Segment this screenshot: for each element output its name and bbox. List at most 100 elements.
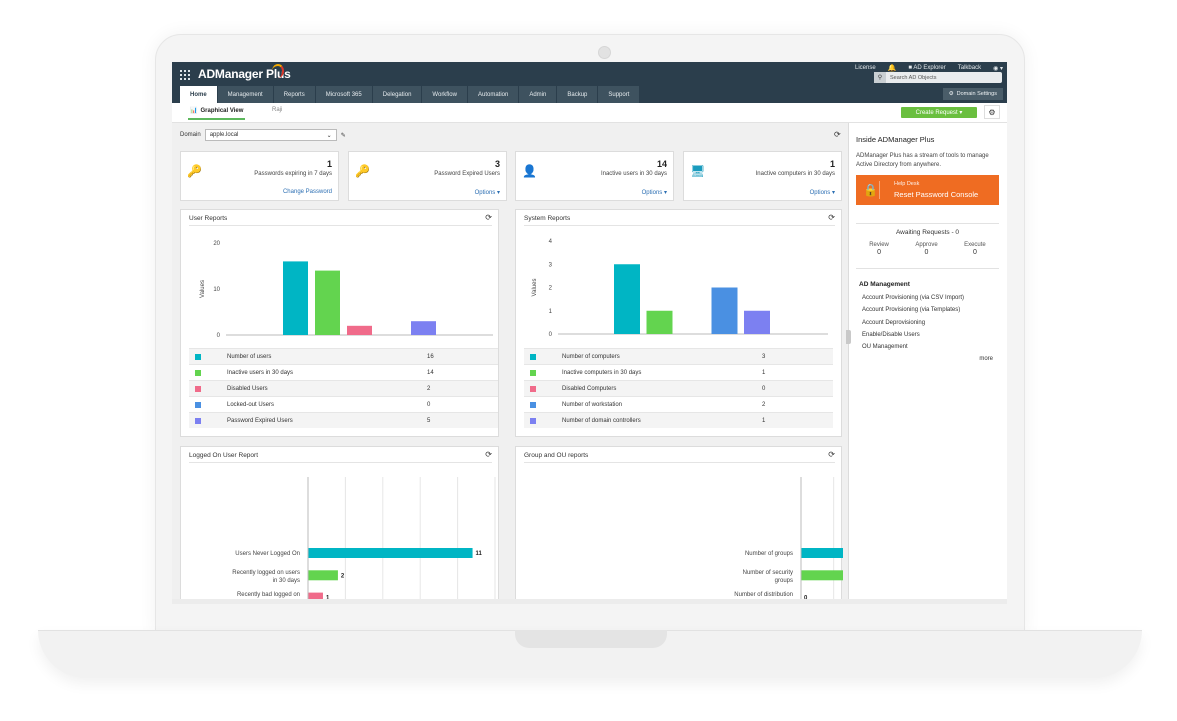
panel-title: User Reports [189,215,228,222]
tab-workflow[interactable]: Workflow [422,86,467,103]
helpdesk-banner[interactable]: 🔒 Help Desk Reset Password Console [856,175,999,205]
panel-title: Group and OU reports [524,452,589,459]
user-reports-legend: Number of users 16 Inactive users in 30 da… [189,348,498,428]
legend-value: 14 [427,369,434,376]
refresh-icon[interactable]: ⟳ [828,450,835,459]
change-password-link[interactable]: Change Password [282,189,332,195]
legend-row[interactable]: Number of workstation 2 [524,396,833,412]
ad-management-item[interactable]: Enable/Disable Users [862,331,920,338]
ad-management-item[interactable]: Account Provisioning (via CSV Import) [862,295,965,301]
divider [856,268,999,269]
user-menu-icon[interactable]: ◉ ▾ [993,65,1003,72]
sidebar-collapse-handle[interactable] [846,330,851,344]
ad-management-item[interactable]: OU Management [862,344,908,351]
sidebar-description: ADManager Plus has a stream of tools to … [856,153,989,168]
chart-bar [614,264,640,334]
tab-backup[interactable]: Backup [557,86,598,103]
right-sidebar: Inside ADManager Plus ADManager Plus has… [848,123,1007,604]
chart-bar [308,548,473,558]
domain-label: Domain [180,132,201,138]
category-label: Number of security [743,570,793,576]
user-reports-chart: 0 10 20 Values [200,241,493,339]
chart-bar [711,287,738,334]
legend-value: 1 [762,417,766,424]
app-grid-icon[interactable] [180,70,190,80]
domain-settings-button[interactable]: ⚙ Domain Settings [942,88,1003,100]
license-link[interactable]: License [855,65,876,71]
legend-swatch [195,385,201,392]
tab-raji[interactable]: Raji [272,107,283,113]
ad-management-item[interactable]: Account Provisioning (via Templates) [862,307,961,314]
review-column[interactable]: Review 0 [869,242,889,256]
logged-on-report-panel: Logged On User Report ⟳ 02.557.51012.5Us… [180,446,499,604]
panel-divider [189,462,492,463]
y-tick-label: 1 [549,309,553,315]
legend-row[interactable]: Number of users 16 [189,348,498,364]
divider [856,223,999,224]
ad-management-item[interactable]: Account Deprovisioning [862,319,926,326]
stat-label: Inactive computers in 30 days [755,171,835,177]
legend-row[interactable]: Inactive computers in 30 days 1 [524,364,833,380]
top-bar: ADManager Plus License 🔔 ■ AD Explorer T… [172,62,1007,103]
awaiting-columns: Review 0 Approve 0 Execute 0 [856,242,999,256]
approve-column[interactable]: Approve 0 [915,242,938,256]
search-input[interactable]: ⚲ Search AD Objects [874,72,1002,83]
stat-value: 1 [829,159,835,169]
group-ou-chart: 0102030405060Number of groups50Number of… [734,477,843,604]
y-tick-label: 2 [549,286,553,292]
settings-gear-icon[interactable]: ⚙ [984,105,1000,119]
legend-row[interactable]: Disabled Computers 0 [524,380,833,396]
options-dropdown[interactable]: Options ▾ [641,190,667,196]
stat-card: 🔑 3 Password Expired Users Options ▾ [348,151,507,201]
more-link[interactable]: more [979,356,993,362]
legend-swatch [530,353,536,360]
legend-row[interactable]: Number of computers 3 [524,348,833,364]
talkback-link[interactable]: Talkback [957,65,982,71]
laptop-camera [598,46,611,59]
tab-microsoft-365[interactable]: Microsoft 365 [315,86,372,103]
domain-select[interactable]: apple.local ⌄ [204,129,337,141]
create-request-button[interactable]: Create Request ▾ [901,107,977,118]
chart-icon: 📊 [190,108,198,114]
tab-home[interactable]: Home [180,86,217,103]
sidebar-title: Inside ADManager Plus [856,135,935,144]
stat-label: Passwords expiring in 7 days [254,171,332,177]
search-placeholder: Search AD Objects [890,74,937,81]
domain-row: Domain apple.local ⌄ ✎ [180,129,346,141]
legend-row[interactable]: Password Expired Users 5 [189,412,498,428]
options-dropdown[interactable]: Options ▾ [474,190,500,196]
legend-swatch [530,417,536,424]
tab-graphical-view[interactable]: 📊 Graphical View [187,107,246,120]
refresh-icon[interactable]: ⟳ [828,213,835,222]
legend-row[interactable]: Number of domain controllers 1 [524,412,833,428]
tab-automation[interactable]: Automation [467,86,519,103]
refresh-icon[interactable]: ⟳ [485,213,492,222]
refresh-icon[interactable]: ⟳ [485,450,492,459]
legend-label: Number of domain controllers [562,417,641,424]
stat-label: Inactive users in 30 days [600,171,667,177]
bell-icon[interactable]: 🔔 [887,65,897,72]
legend-row[interactable]: Locked-out Users 0 [189,396,498,412]
legend-row[interactable]: Disabled Users 2 [189,380,498,396]
refresh-icon[interactable]: ⟳ [834,130,841,139]
tab-reports[interactable]: Reports [273,86,315,103]
legend-swatch [530,401,536,408]
y-tick-label: 0 [217,333,221,339]
chart-bar [308,592,323,603]
options-dropdown[interactable]: Options ▾ [809,190,835,196]
edit-icon[interactable]: ✎ [340,132,346,139]
panel-divider [189,225,492,226]
graphical-view-label: Graphical View [200,107,244,114]
tab-management[interactable]: Management [217,86,273,103]
legend-value: 1 [762,369,766,376]
tab-delegation[interactable]: Delegation [372,86,422,103]
legend-label: Disabled Users [227,385,268,392]
execute-column[interactable]: Execute 0 [964,242,986,256]
ad-explorer-link[interactable]: ■ AD Explorer [908,65,946,71]
y-tick-label: 10 [213,287,220,293]
tab-admin[interactable]: Admin [519,86,557,103]
legend-row[interactable]: Inactive users in 30 days 14 [189,364,498,380]
data-label: 11 [476,551,483,557]
system-reports-panel: System Reports ⟳ 0 1 2 3 4 Values Number of c… [515,209,842,437]
tab-support[interactable]: Support [598,86,640,103]
